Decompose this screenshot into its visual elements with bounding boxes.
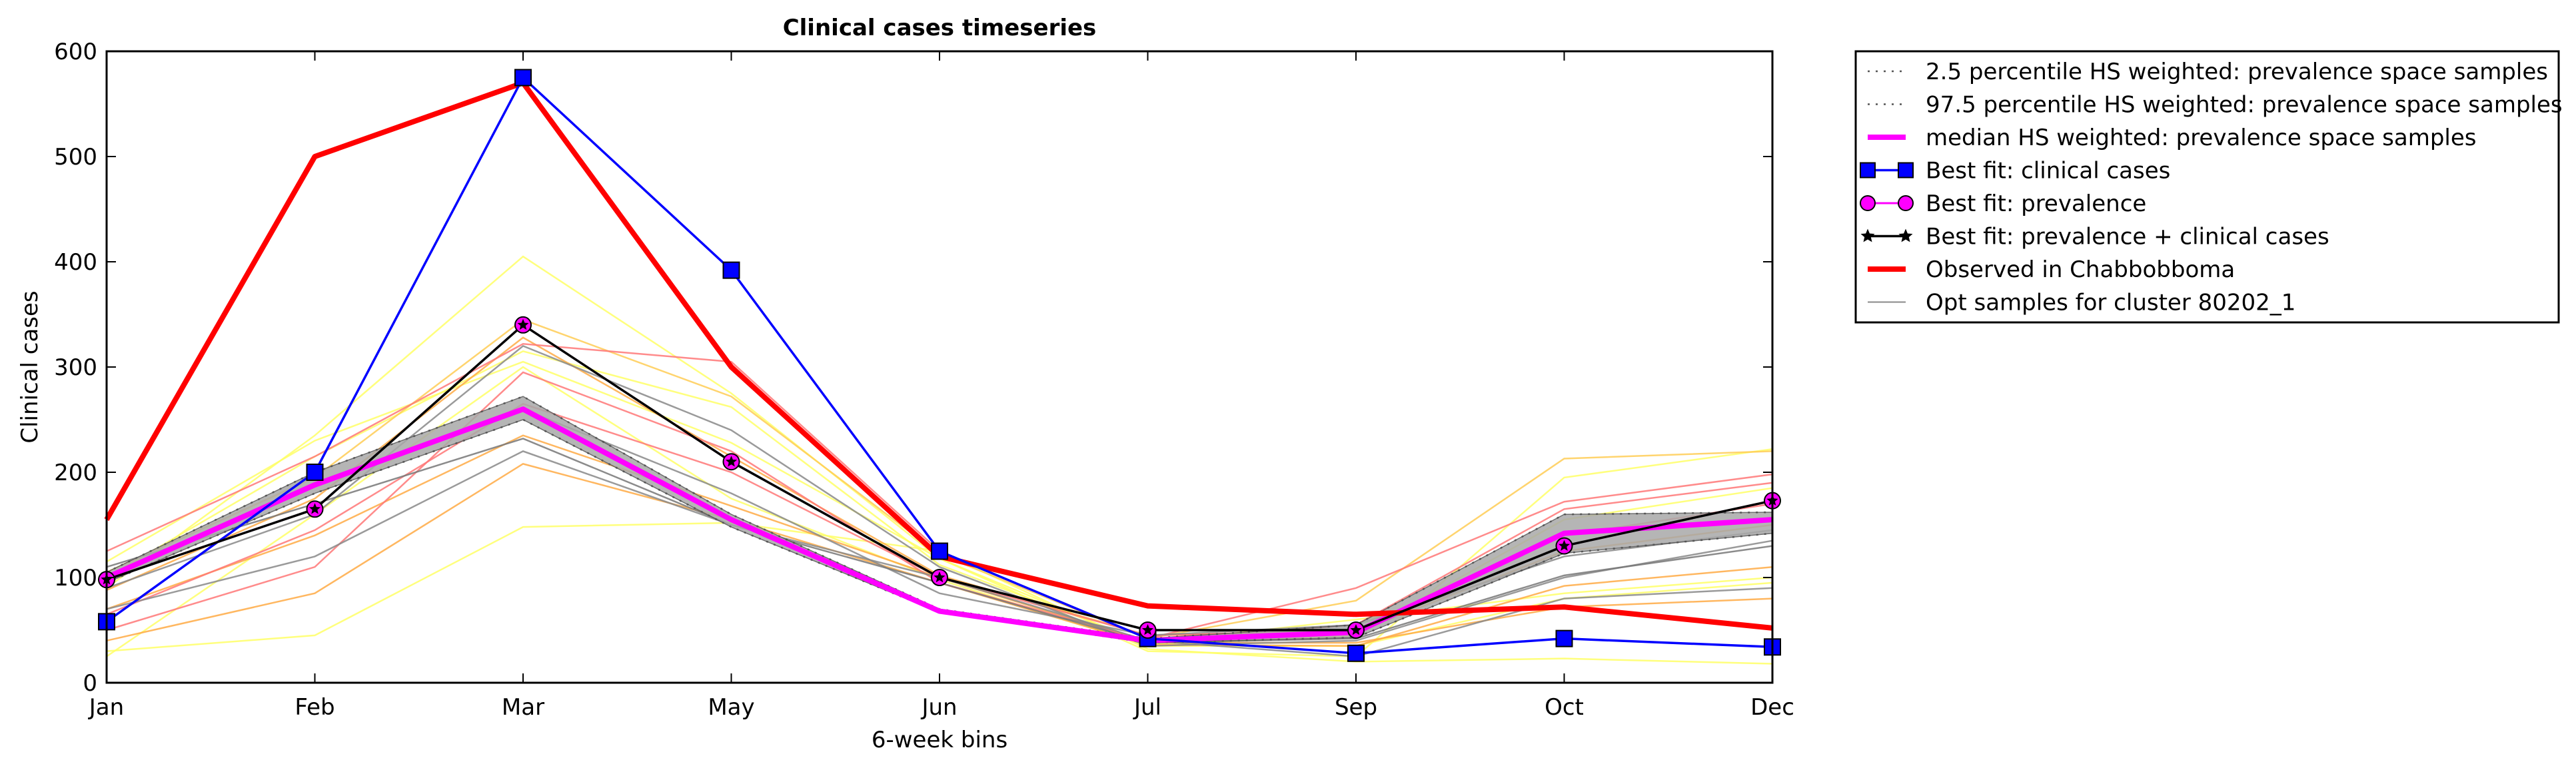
y-axis: 0 100 200 300 400 500 600 xyxy=(54,39,1772,697)
legend-label-3: median HS weighted: prevalence space sam… xyxy=(1926,125,2477,151)
legend-marker-circle-left xyxy=(1860,195,1876,211)
y-tick-label-0: 0 xyxy=(83,670,97,697)
x-tick-label-feb: Feb xyxy=(295,694,334,721)
sample-line-15 xyxy=(106,408,1773,637)
x-tick-label-dec: Dec xyxy=(1750,694,1794,721)
marker-clinical-5 xyxy=(931,542,948,560)
marker-combined-3 xyxy=(517,318,529,330)
legend-label-8: Opt samples for cluster 80202_1 xyxy=(1926,290,2295,316)
marker-combined-5 xyxy=(934,572,946,583)
marker-clinical-4 xyxy=(722,261,740,279)
legend: 2.5 percentile HS weighted: prevalence s… xyxy=(1854,50,2563,324)
legend-marker-square-left xyxy=(1860,162,1876,179)
series-line-2 xyxy=(106,395,1773,639)
legend-item-8: Opt samples for cluster 80202_1 xyxy=(1868,290,2295,316)
legend-item-5: Best fit: prevalence xyxy=(1860,191,2146,217)
y-tick-label-100: 100 xyxy=(54,565,97,591)
y-axis-title: Clinical cases xyxy=(17,290,43,443)
legend-item-1: 2.5 percentile HS weighted: prevalence s… xyxy=(1868,59,2548,85)
marker-clinical-7 xyxy=(1347,644,1365,662)
x-tick-label-oct: Oct xyxy=(1545,694,1584,721)
series-markers xyxy=(98,69,1781,662)
marker-combined-8 xyxy=(1558,540,1571,551)
y-tick-label-600: 600 xyxy=(54,39,97,65)
marker-combined-7 xyxy=(1350,624,1362,635)
x-tick-label-jun: Jun xyxy=(920,694,957,721)
y-tick-label-200: 200 xyxy=(54,460,97,486)
x-tick-label-jul: Jul xyxy=(1133,694,1161,721)
y-tick-label-500: 500 xyxy=(54,144,97,171)
marker-combined-6 xyxy=(1141,624,1154,635)
legend-item-6: Best fit: prevalence + clinical cases xyxy=(1860,224,2329,250)
sample-line-11 xyxy=(106,371,1773,642)
legend-label-7: Observed in Chabbobboma xyxy=(1926,256,2235,283)
sample-line-2 xyxy=(106,255,1773,657)
marker-clinical-3 xyxy=(514,69,532,87)
x-axis-title: 6-week bins xyxy=(872,727,1007,753)
sample-line-3 xyxy=(106,350,1773,644)
x-tick-label-jan: Jan xyxy=(88,694,124,721)
legend-item-3: median HS weighted: prevalence space sam… xyxy=(1868,125,2477,151)
x-tick-label-sep: Sep xyxy=(1335,694,1377,721)
marker-combined-4 xyxy=(725,456,738,467)
x-axis: Jan Feb Mar May Jun Jul Sep Oct Dec xyxy=(88,51,1794,721)
marker-clinical-2 xyxy=(306,464,324,481)
legend-item-2: 97.5 percentile HS weighted: prevalence … xyxy=(1868,92,2563,119)
series-line-3 xyxy=(105,406,1773,643)
legend-marker-star-left xyxy=(1860,228,1875,242)
legend-item-4: Best fit: clinical cases xyxy=(1860,158,2170,185)
legend-label-5: Best fit: prevalence xyxy=(1926,191,2146,217)
x-tick-label-may: May xyxy=(708,694,754,721)
legend-marker-star-right xyxy=(1898,228,1913,242)
legend-box xyxy=(1854,50,2560,324)
chart-title: Clinical cases timeseries xyxy=(783,15,1097,41)
y-tick-label-400: 400 xyxy=(54,249,97,276)
legend-marker-circle-right xyxy=(1898,195,1914,211)
marker-clinical-8 xyxy=(1555,629,1573,647)
legend-label-6: Best fit: prevalence + clinical cases xyxy=(1926,224,2329,250)
legend-label-4: Best fit: clinical cases xyxy=(1926,158,2170,185)
y-tick-label-300: 300 xyxy=(54,354,97,381)
legend-marker-square-right xyxy=(1898,162,1914,179)
legend-item-7: Observed in Chabbobboma xyxy=(1868,256,2235,283)
sample-line-4 xyxy=(106,360,1773,646)
legend-label-2: 97.5 percentile HS weighted: prevalence … xyxy=(1926,92,2563,119)
marker-combined-2 xyxy=(309,503,321,514)
legend-label-1: 2.5 percentile HS weighted: prevalence s… xyxy=(1926,59,2548,85)
x-tick-label-mar: Mar xyxy=(502,694,544,721)
